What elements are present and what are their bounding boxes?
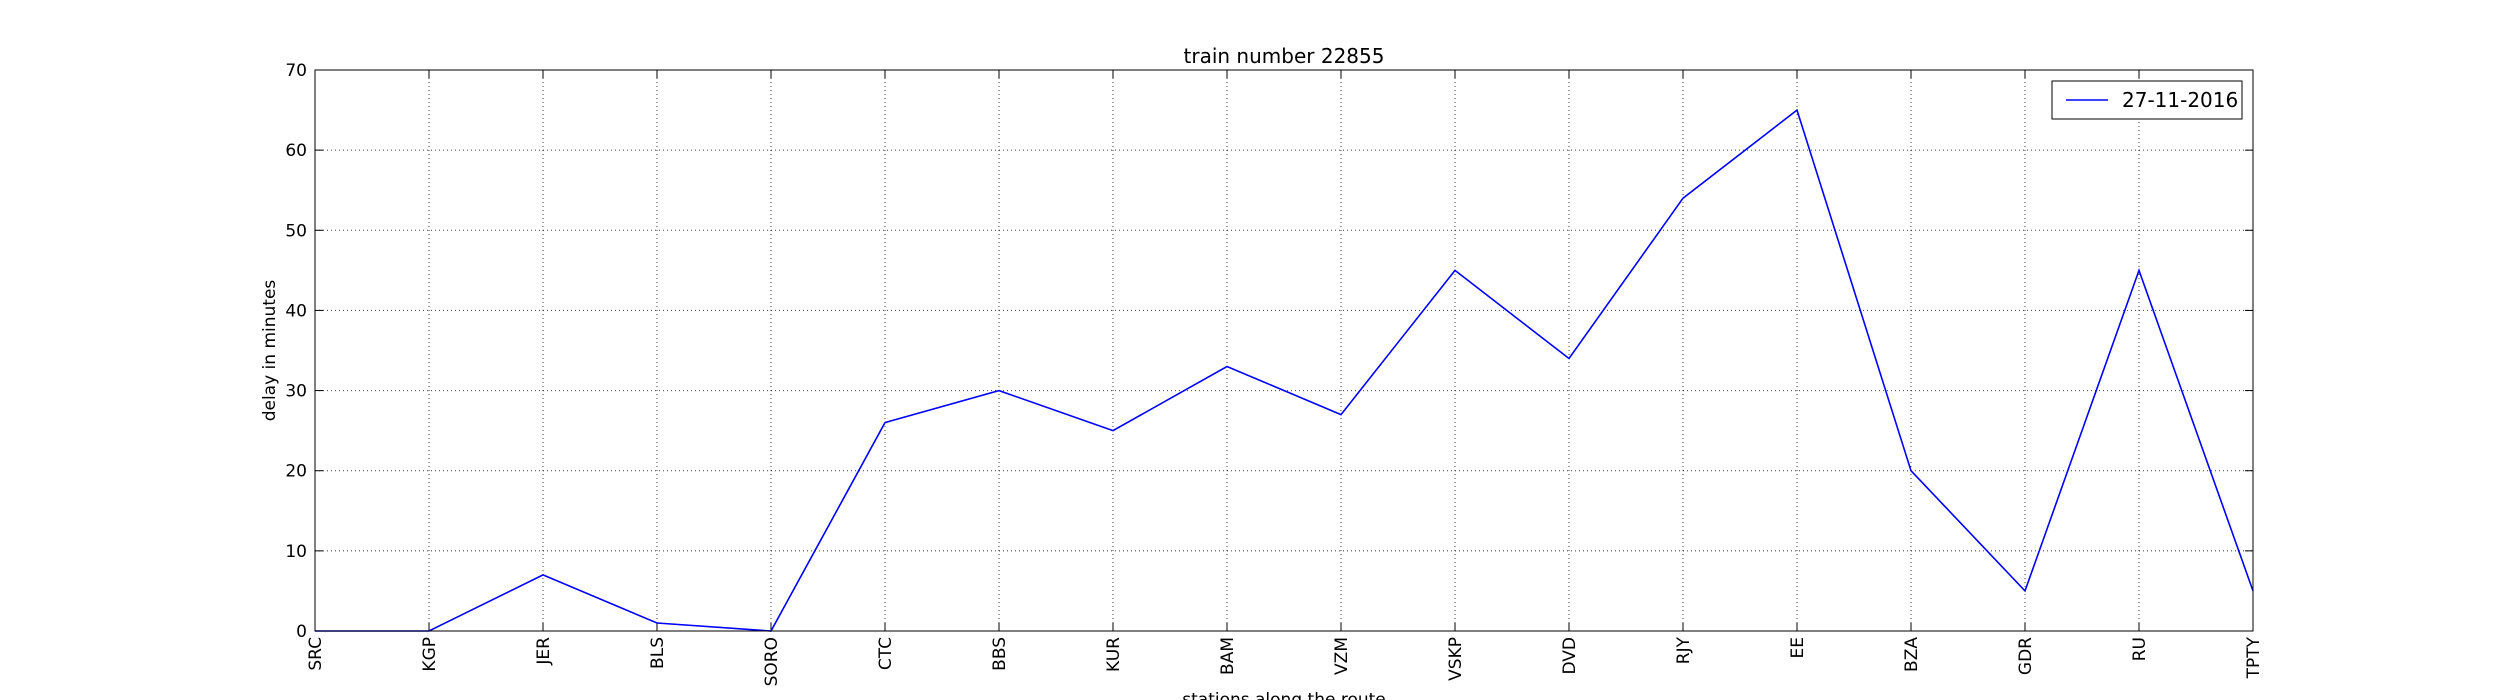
series-line <box>315 108 2254 632</box>
x-tick-label: BZA <box>1902 637 1922 672</box>
y-tick-label: 40 <box>285 301 307 321</box>
x-tick-label: KUR <box>1104 637 1124 672</box>
x-tick-label: RU <box>2130 637 2150 661</box>
y-tick-label: 10 <box>285 542 307 562</box>
legend: 27-11-2016 <box>2051 80 2243 120</box>
y-tick-label: 20 <box>285 462 307 482</box>
x-tick-label: SRC <box>306 637 326 671</box>
y-tick-label: 30 <box>285 382 307 402</box>
x-tick-label: BAM <box>1218 637 1238 675</box>
x-tick-label: DVD <box>1560 637 1580 675</box>
y-tick-label: 70 <box>285 61 307 81</box>
legend-label: 27-11-2016 <box>2122 88 2238 112</box>
x-axis-ticks: SRC KGP JER BLS SORO CTC BBS KUR BAM VZM VSKP DVD RJ… <box>306 70 2264 686</box>
y-tick-label: 60 <box>285 141 307 161</box>
x-tick-label: JER <box>534 637 554 666</box>
y-tick-label: 50 <box>285 221 307 241</box>
plot-frame <box>314 69 2254 632</box>
y-axis-ticks: 0 10 20 30 40 50 60 70 <box>285 61 2253 642</box>
x-tick-label: BLS <box>648 637 668 669</box>
grid-lines <box>314 69 2254 632</box>
y-axis-label: delay in minutes <box>260 280 280 422</box>
x-tick-label: GDR <box>2016 637 2036 675</box>
x-tick-label: SORO <box>762 637 782 686</box>
x-tick-label: TPTY <box>2244 636 2264 679</box>
x-axis-label: stations along the route <box>1182 690 1386 700</box>
x-tick-label: KGP <box>420 637 440 672</box>
x-tick-label: VZM <box>1332 637 1352 675</box>
x-tick-label: BBS <box>990 637 1010 671</box>
x-tick-label: CTC <box>876 637 896 670</box>
series-layer <box>315 108 2254 632</box>
x-tick-label: VSKP <box>1446 637 1466 681</box>
chart-title: train number 22855 <box>1184 44 1385 68</box>
y-tick-label: 0 <box>296 622 307 642</box>
x-tick-label: RJY <box>1674 636 1694 664</box>
x-tick-label: EE <box>1788 637 1808 658</box>
